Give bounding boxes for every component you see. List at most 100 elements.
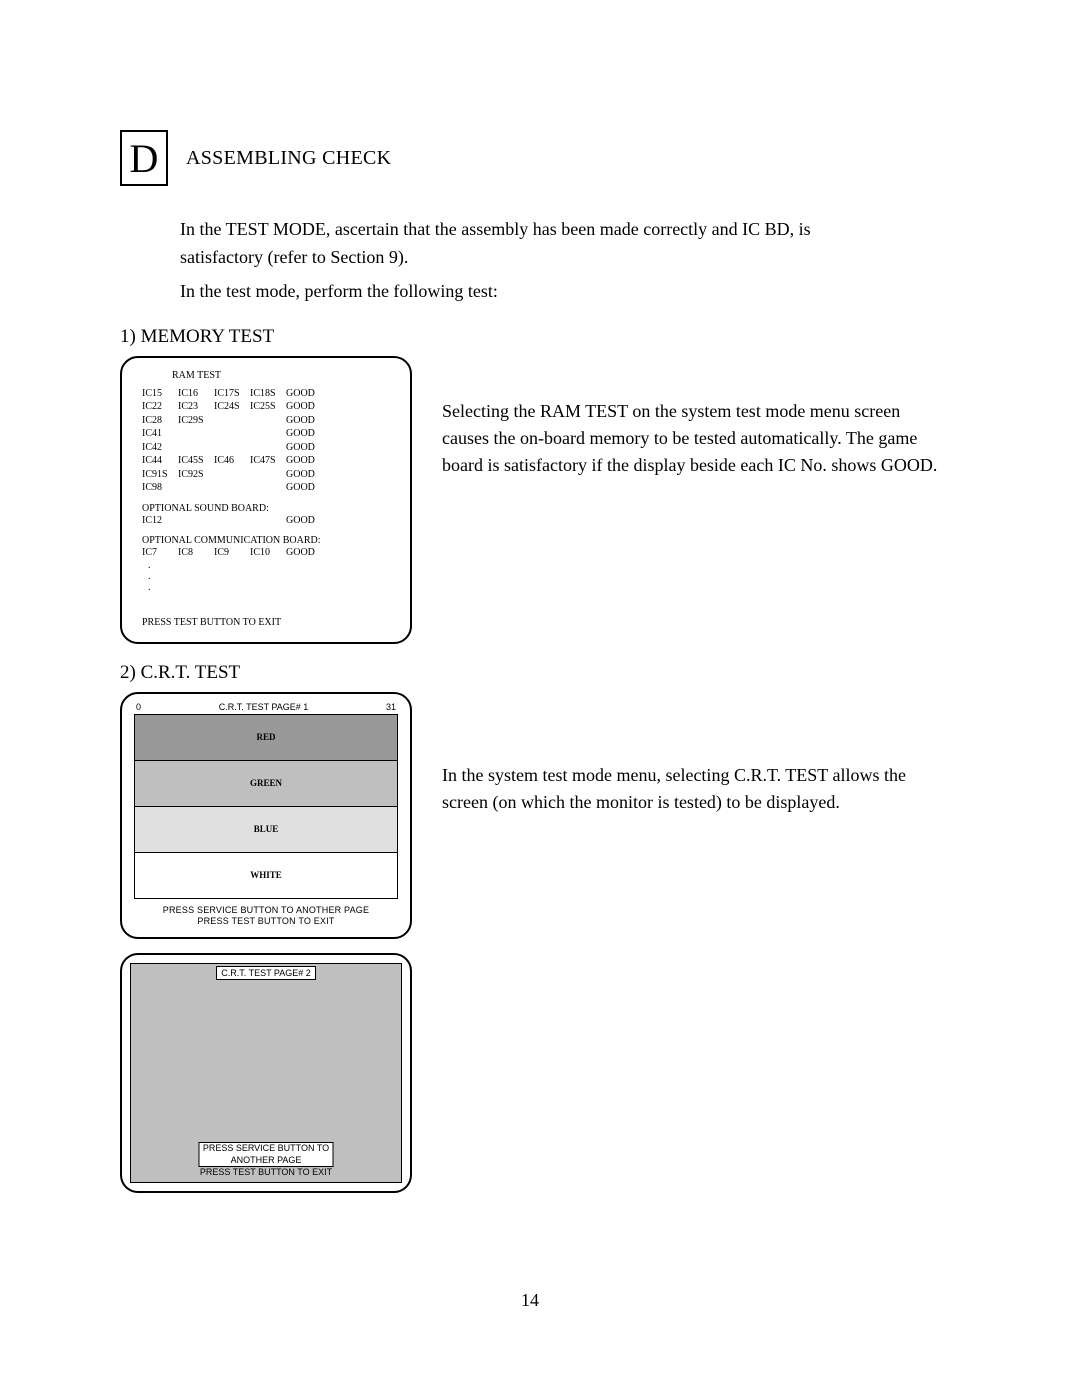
section-title: ASSEMBLING CHECK bbox=[186, 147, 391, 170]
optional-comm-row: IC7IC8IC9IC10GOOD bbox=[142, 546, 390, 560]
table-row: IC7IC8IC9IC10GOOD bbox=[142, 546, 390, 560]
intro-line-2: In the test mode, perform the following … bbox=[180, 278, 940, 306]
ic-cell: IC42 bbox=[142, 441, 178, 455]
ic-cell: IC92S bbox=[178, 468, 214, 482]
ic-cell: IC10 bbox=[250, 546, 286, 560]
crt-page2-screen: C.R.T. TEST PAGE# 2 PRESS SERVICE BUTTON… bbox=[120, 953, 412, 1193]
optional-sound-label: OPTIONAL SOUND BOARD: bbox=[142, 503, 390, 514]
intro-line-1a: In the TEST MODE, ascertain that the ass… bbox=[180, 216, 940, 244]
section-letter-box: D bbox=[120, 130, 168, 186]
ic-cell: IC98 bbox=[142, 481, 178, 495]
ic-cell: IC15 bbox=[142, 387, 178, 401]
crt-page1-footer: PRESS SERVICE BUTTON TO ANOTHER PAGE PRE… bbox=[134, 905, 398, 928]
ic-cell: IC8 bbox=[178, 546, 214, 560]
crt-page1-left-num: 0 bbox=[136, 702, 141, 712]
ic-cell: IC29S bbox=[178, 414, 214, 428]
ic-cell: IC25S bbox=[250, 400, 286, 414]
ic-cell: IC18S bbox=[250, 387, 286, 401]
optional-comm-label: OPTIONAL COMMUNICATION BOARD: bbox=[142, 535, 390, 546]
page-content: D ASSEMBLING CHECK In the TEST MODE, asc… bbox=[120, 130, 940, 1225]
color-band-green: GREEN bbox=[135, 761, 397, 807]
optional-sound-row: IC12 GOOD bbox=[142, 514, 390, 528]
crt-page1-topbar: 0 C.R.T. TEST PAGE# 1 31 bbox=[134, 702, 398, 714]
ic-cell: IC46 bbox=[214, 454, 250, 468]
ellipsis-dots: ... bbox=[148, 560, 390, 593]
ic-cell bbox=[214, 414, 250, 428]
crt-test-description: In the system test mode menu, selecting … bbox=[442, 692, 940, 816]
crt-test-heading: 2) C.R.T. TEST bbox=[120, 662, 940, 684]
ic-cell bbox=[178, 481, 214, 495]
ic-cell bbox=[250, 441, 286, 455]
section-header: D ASSEMBLING CHECK bbox=[120, 130, 940, 186]
crt-page1-title: C.R.T. TEST PAGE# 1 bbox=[219, 702, 309, 712]
crt-test-row: 0 C.R.T. TEST PAGE# 1 31 REDGREENBLUEWHI… bbox=[120, 692, 940, 1208]
page-number: 14 bbox=[120, 1290, 940, 1311]
table-row: IC98 GOOD bbox=[142, 481, 390, 495]
table-row: IC28IC29SGOOD bbox=[142, 414, 390, 428]
color-band-white: WHITE bbox=[135, 853, 397, 899]
crt-page1-screen: 0 C.R.T. TEST PAGE# 1 31 REDGREENBLUEWHI… bbox=[120, 692, 412, 940]
ic-cell bbox=[250, 414, 286, 428]
ic-cell bbox=[250, 427, 286, 441]
color-band-red: RED bbox=[135, 715, 397, 761]
ic-cell bbox=[250, 468, 286, 482]
crt-page2-title: C.R.T. TEST PAGE# 2 bbox=[216, 966, 316, 980]
ic-cell: IC17S bbox=[214, 387, 250, 401]
ic-cell bbox=[214, 514, 250, 528]
ic-cell: IC91S bbox=[142, 468, 178, 482]
ic-cell: IC47S bbox=[250, 454, 286, 468]
table-row: IC15IC16IC17SIC18SGOOD bbox=[142, 387, 390, 401]
crt-color-bands: REDGREENBLUEWHITE bbox=[134, 714, 398, 899]
table-row: IC44IC45SIC46IC47SGOOD bbox=[142, 454, 390, 468]
status-cell: GOOD bbox=[286, 441, 322, 455]
crt-page1-foot1: PRESS SERVICE BUTTON TO ANOTHER PAGE bbox=[134, 905, 398, 916]
ic-cell bbox=[214, 441, 250, 455]
status-cell: GOOD bbox=[286, 481, 322, 495]
ic-cell bbox=[250, 514, 286, 528]
ic-cell: IC9 bbox=[214, 546, 250, 560]
status-cell: GOOD bbox=[286, 414, 322, 428]
ic-cell bbox=[214, 468, 250, 482]
ic-cell: IC7 bbox=[142, 546, 178, 560]
ic-cell: IC16 bbox=[178, 387, 214, 401]
intro-line-1b: satisfactory (refer to Section 9). bbox=[180, 244, 940, 272]
ic-cell bbox=[178, 427, 214, 441]
table-row: IC12 GOOD bbox=[142, 514, 390, 528]
status-cell: GOOD bbox=[286, 546, 322, 560]
ic-cell bbox=[214, 481, 250, 495]
status-cell: GOOD bbox=[286, 514, 322, 528]
ic-cell: IC41 bbox=[142, 427, 178, 441]
ic-cell bbox=[178, 514, 214, 528]
crt-page2-footer: PRESS SERVICE BUTTON TO ANOTHER PAGE PRE… bbox=[199, 1142, 334, 1178]
crt-page1-foot2: PRESS TEST BUTTON TO EXIT bbox=[134, 916, 398, 927]
ram-test-screen: RAM TEST IC15IC16IC17SIC18SGOODIC22IC23I… bbox=[120, 356, 412, 644]
status-cell: GOOD bbox=[286, 387, 322, 401]
color-band-blue: BLUE bbox=[135, 807, 397, 853]
table-row: IC41 GOOD bbox=[142, 427, 390, 441]
crt-page1-right-num: 31 bbox=[386, 702, 396, 712]
ic-cell: IC23 bbox=[178, 400, 214, 414]
status-cell: GOOD bbox=[286, 468, 322, 482]
ic-cell bbox=[214, 427, 250, 441]
ic-cell: IC44 bbox=[142, 454, 178, 468]
ic-cell bbox=[178, 441, 214, 455]
ic-cell: IC12 bbox=[142, 514, 178, 528]
status-cell: GOOD bbox=[286, 400, 322, 414]
ram-test-table: IC15IC16IC17SIC18SGOODIC22IC23IC24SIC25S… bbox=[142, 387, 390, 495]
intro-paragraphs: In the TEST MODE, ascertain that the ass… bbox=[180, 216, 940, 306]
table-row: IC22IC23IC24SIC25SGOOD bbox=[142, 400, 390, 414]
crt-page2-foot1: PRESS SERVICE BUTTON TO ANOTHER PAGE bbox=[199, 1142, 334, 1167]
memory-test-description: Selecting the RAM TEST on the system tes… bbox=[442, 356, 940, 479]
ic-cell: IC22 bbox=[142, 400, 178, 414]
ic-cell: IC45S bbox=[178, 454, 214, 468]
table-row: IC42 GOOD bbox=[142, 441, 390, 455]
ic-cell bbox=[250, 481, 286, 495]
memory-test-row: RAM TEST IC15IC16IC17SIC18SGOODIC22IC23I… bbox=[120, 356, 940, 644]
memory-test-heading: 1) MEMORY TEST bbox=[120, 326, 940, 348]
status-cell: GOOD bbox=[286, 454, 322, 468]
crt-screens-column: 0 C.R.T. TEST PAGE# 1 31 REDGREENBLUEWHI… bbox=[120, 692, 412, 1208]
status-cell: GOOD bbox=[286, 427, 322, 441]
ram-test-title: RAM TEST bbox=[172, 370, 390, 381]
table-row: IC91SIC92S GOOD bbox=[142, 468, 390, 482]
crt-page2-body: C.R.T. TEST PAGE# 2 PRESS SERVICE BUTTON… bbox=[130, 963, 402, 1183]
